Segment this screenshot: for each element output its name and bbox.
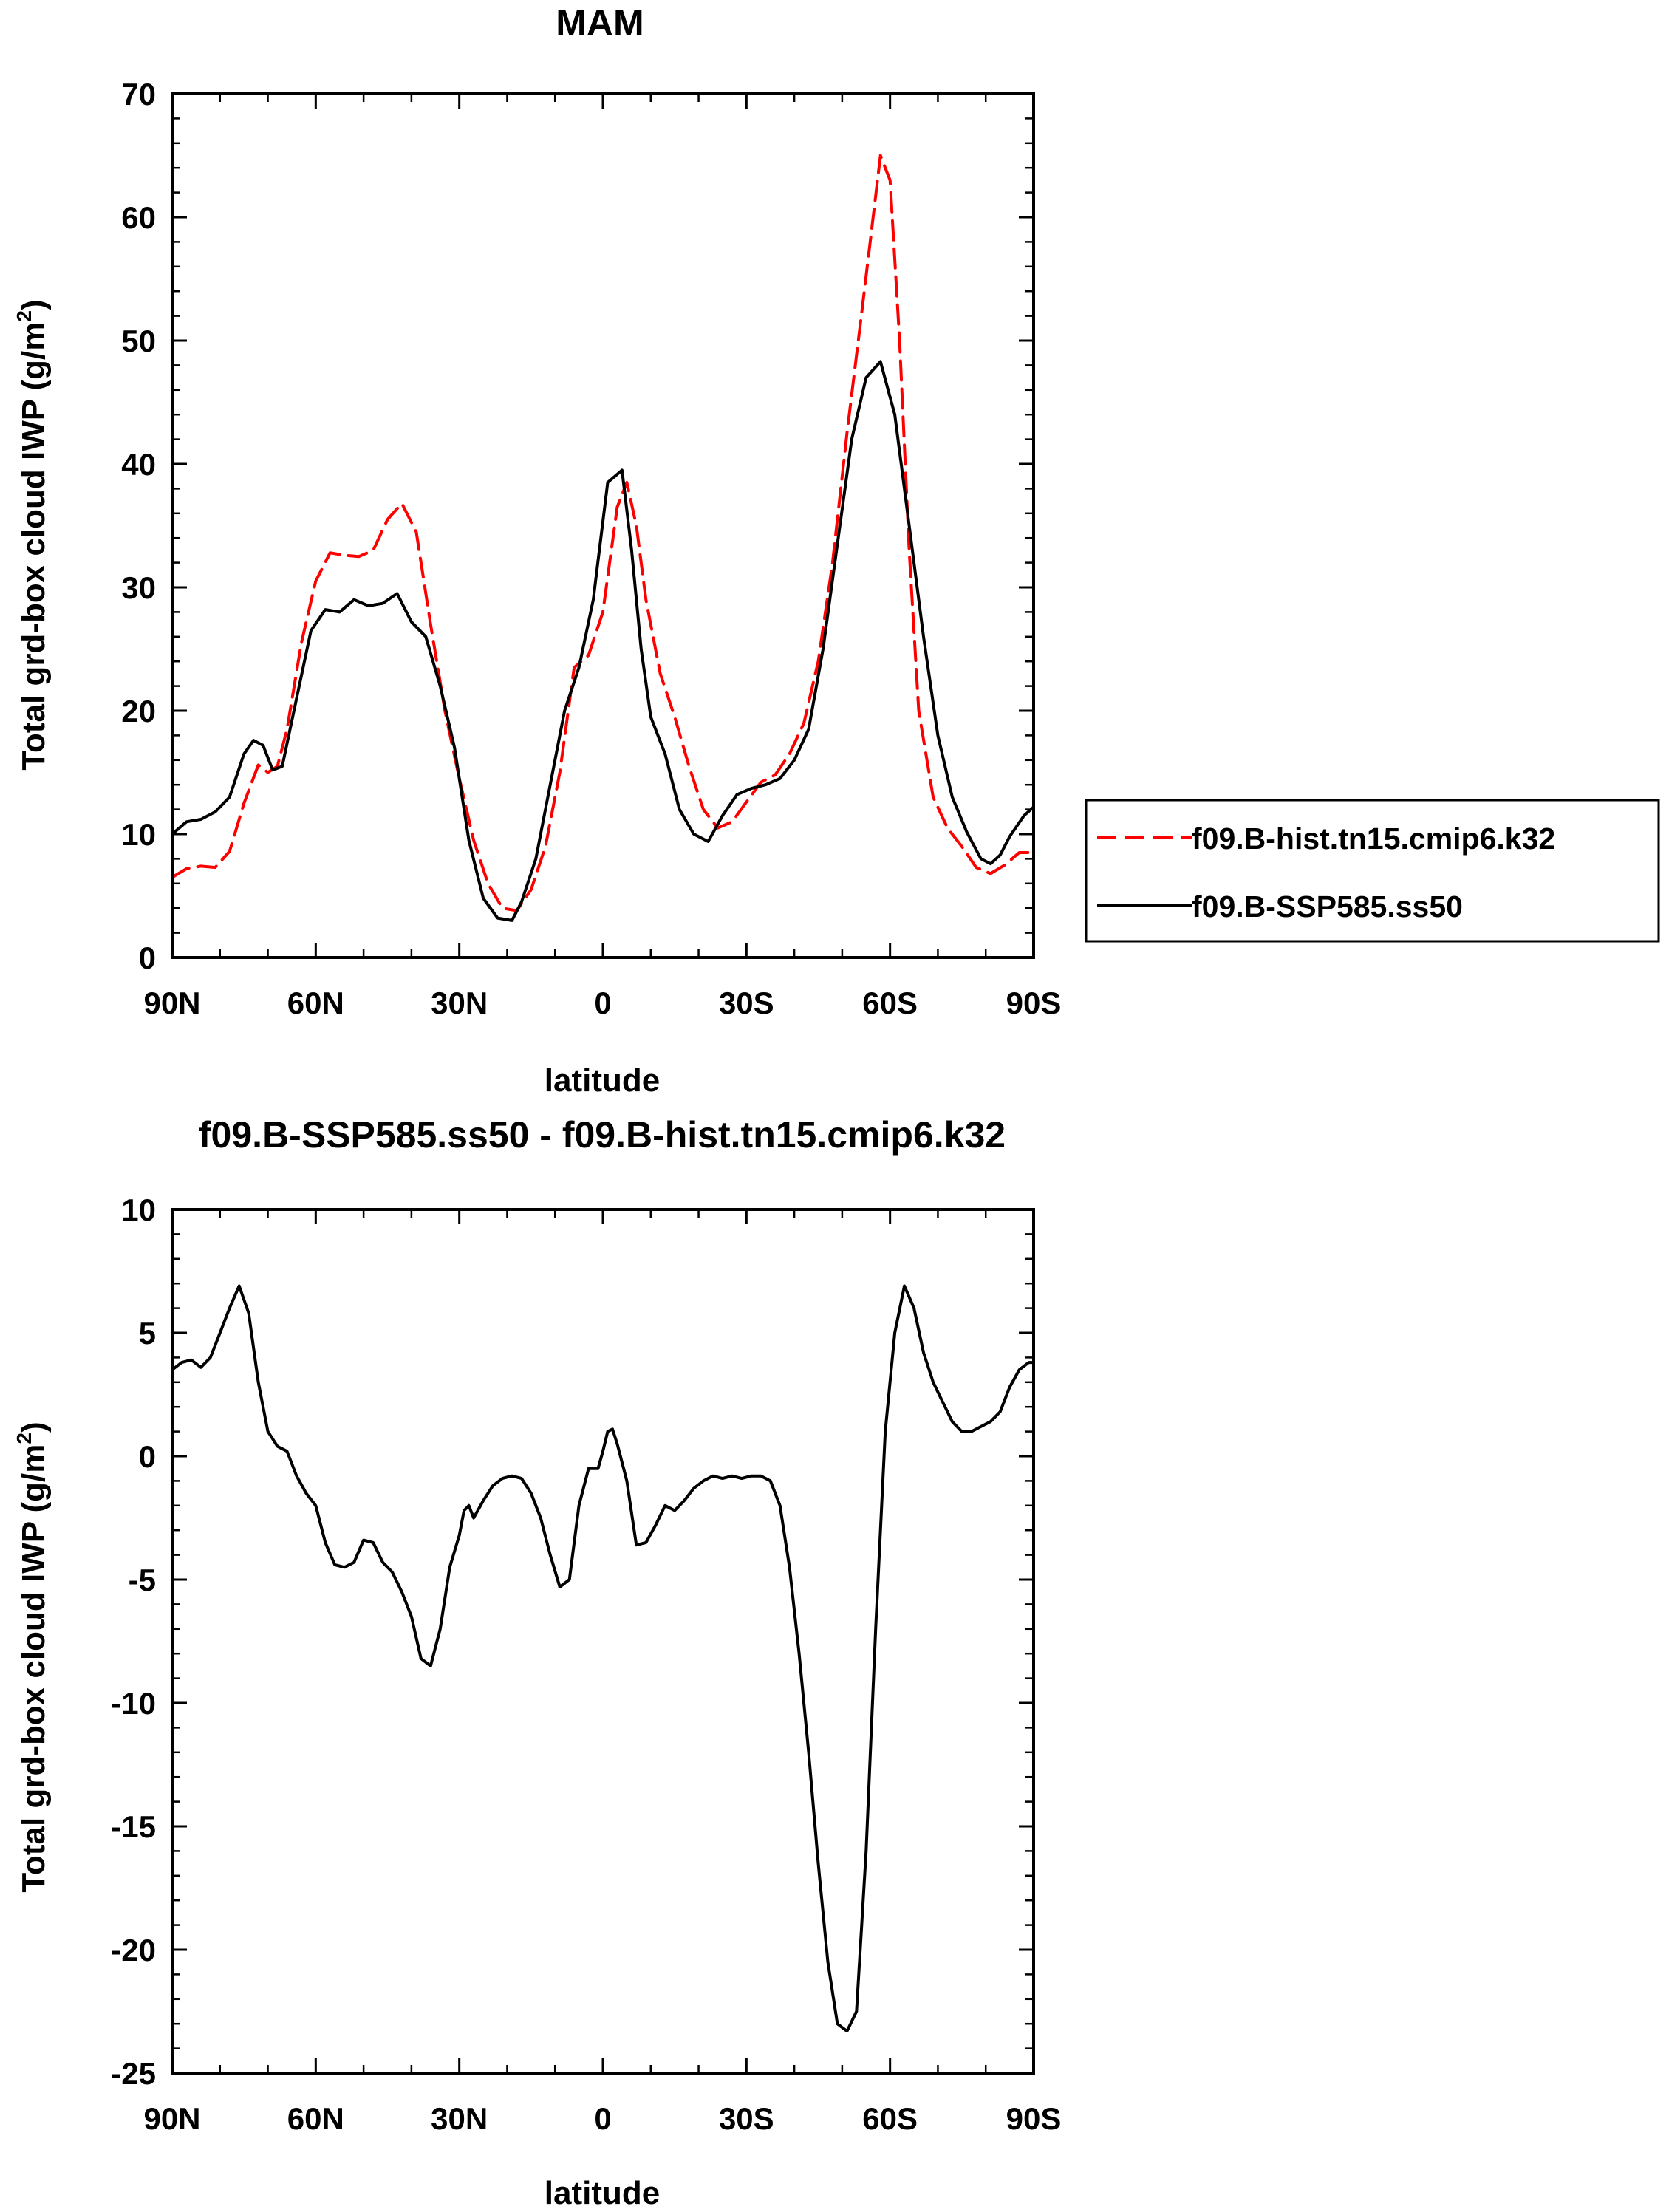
top-chart-title: MAM (556, 2, 644, 44)
top-plot-frame (171, 92, 1035, 959)
top-plot-area: 0 10 20 30 40 50 60 70 90N 60N 30N 0 30S 60S 90S (121, 77, 1061, 1020)
bottom-ticks (171, 1208, 1035, 2075)
series-line-hist (172, 154, 1034, 912)
series-line-ssp585 (172, 360, 1034, 922)
top-tick-labels: 0 10 20 30 40 50 60 70 90N 60N 30N 0 30S 60S 90S (121, 77, 1061, 1020)
top-legend: f09.B-hist.tn15.cmip6.k32 f09.B-SSP585.s… (1085, 799, 1660, 943)
svg-text:Total grd-box cloud IWP (g/m2): Total grd-box cloud IWP (g/m2) (13, 299, 52, 770)
x-tick-label: 30S (719, 2101, 774, 2136)
top-ylabel-close-paren: ) (16, 299, 52, 310)
y-tick-label: 10 (121, 817, 156, 852)
x-tick-label: 60S (862, 986, 918, 1020)
bottom-plot-area: -25 -20 -15 -10 -5 0 5 10 90N 60N 30N 0 30S 60S 90S (111, 1192, 1061, 2136)
x-tick-label: 90S (1006, 986, 1062, 1020)
y-tick-label: 60 (121, 200, 156, 235)
bottom-ylabel-close-paren: ) (16, 1421, 52, 1433)
bottom-chart: f09.B-SSP585.ss50 - f09.B-hist.tn15.cmip… (13, 1114, 1061, 2211)
y-tick-label: 5 (139, 1316, 156, 1351)
y-tick-label: 20 (121, 694, 156, 728)
top-ylabel-superscript: 2 (13, 310, 35, 322)
series-line-difference (172, 1284, 1034, 2033)
y-tick-label: 70 (121, 77, 156, 112)
bottom-chart-ylabel: Total grd-box cloud IWP (g/m2) (13, 1421, 52, 1892)
bottom-tick-labels: -25 -20 -15 -10 -5 0 5 10 90N 60N 30N 0 30S 60S 90S (111, 1192, 1061, 2136)
x-tick-label: 30S (719, 986, 774, 1020)
bottom-ylabel-text: Total grd-box cloud IWP (g/m (16, 1444, 52, 1893)
y-tick-label: 40 (121, 447, 156, 482)
bottom-chart-title: f09.B-SSP585.ss50 - f09.B-hist.tn15.cmip… (199, 1114, 1006, 1156)
y-tick-label: 0 (139, 1439, 156, 1474)
bottom-chart-xlabel: latitude (545, 2175, 660, 2211)
y-tick-label: 0 (139, 941, 156, 975)
x-tick-label: 0 (594, 2101, 611, 2136)
bottom-series (172, 1284, 1034, 2033)
x-tick-label: 30N (431, 2101, 488, 2136)
top-chart: MAM Total grd-box cloud IWP (g/m2) latit… (13, 2, 1660, 1099)
top-series (172, 154, 1034, 922)
bottom-plot-frame (171, 1208, 1035, 2075)
x-tick-label: 30N (431, 986, 488, 1020)
svg-text:Total grd-box cloud IWP (g/m2): Total grd-box cloud IWP (g/m2) (13, 1421, 52, 1892)
bottom-ylabel-superscript: 2 (13, 1433, 35, 1444)
y-tick-label: -15 (111, 1809, 156, 1844)
legend-label-hist: f09.B-hist.tn15.cmip6.k32 (1192, 822, 1555, 856)
x-tick-label: 60N (287, 2101, 344, 2136)
top-chart-ylabel: Total grd-box cloud IWP (g/m2) (13, 299, 52, 770)
x-tick-label: 90N (143, 986, 200, 1020)
top-ylabel-text: Total grd-box cloud IWP (g/m (16, 322, 52, 771)
y-tick-label: 50 (121, 324, 156, 358)
x-tick-label: 60N (287, 986, 344, 1020)
x-tick-label: 90S (1006, 2101, 1062, 2136)
y-tick-label: -25 (111, 2056, 156, 2091)
y-tick-label: -10 (111, 1686, 156, 1721)
y-tick-label: 10 (121, 1192, 156, 1227)
x-tick-label: 90N (143, 2101, 200, 2136)
x-tick-label: 60S (862, 2101, 918, 2136)
legend-box (1085, 799, 1660, 943)
top-chart-xlabel: latitude (545, 1062, 660, 1099)
y-tick-label: 30 (121, 570, 156, 605)
legend-label-ssp585: f09.B-SSP585.ss50 (1192, 890, 1463, 924)
x-tick-label: 0 (594, 986, 611, 1020)
y-tick-label: -5 (129, 1563, 156, 1597)
y-tick-label: -20 (111, 1933, 156, 1967)
